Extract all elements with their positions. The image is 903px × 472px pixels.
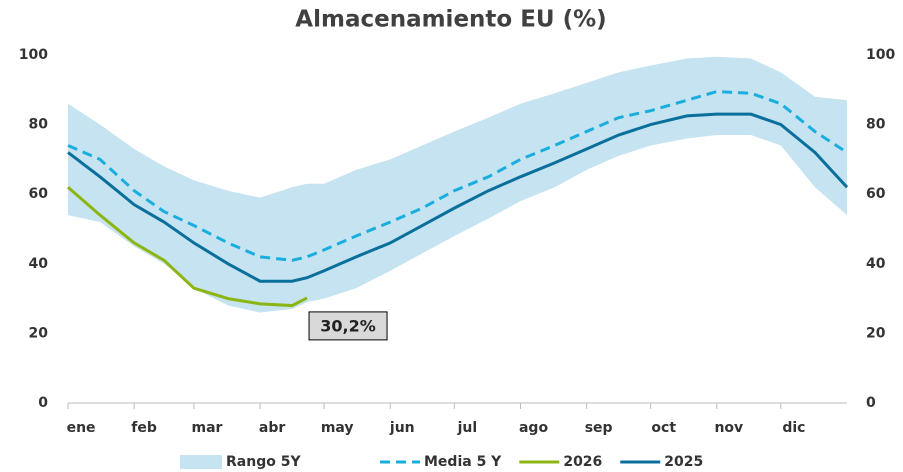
- x-tick-label: ago: [519, 420, 548, 436]
- series-line: [67, 90, 848, 262]
- legend-label: 2025: [664, 454, 703, 470]
- x-tick-label: nov: [714, 420, 743, 436]
- data-label: 30,2%: [320, 316, 376, 335]
- x-tick-label: dic: [782, 420, 805, 436]
- legend-label: Media 5 Y: [424, 454, 502, 470]
- x-tick-label: abr: [259, 420, 285, 436]
- y-tick-label: 0: [38, 395, 48, 411]
- y2-tick-label: 40: [866, 256, 886, 272]
- y2-tick-label: 80: [866, 117, 886, 133]
- data-label-box: [308, 311, 388, 341]
- x-tick-label: may: [321, 420, 354, 436]
- y2-tick-label: 100: [866, 47, 895, 63]
- x-tick-label: ene: [67, 420, 96, 436]
- y2-tick-label: 20: [866, 325, 886, 341]
- x-tick-label: sep: [585, 420, 613, 436]
- legend-label: 2026: [563, 454, 602, 470]
- y2-tick-label: 0: [866, 395, 876, 411]
- x-tick-label: jun: [389, 420, 415, 436]
- chart-title: Almacenamiento EU (%): [295, 7, 606, 33]
- y-tick-label: 100: [19, 47, 48, 63]
- x-tick-label: jul: [457, 420, 478, 436]
- y-tick-label: 40: [29, 256, 49, 272]
- series-line: [67, 186, 308, 308]
- legend-swatch: [180, 455, 222, 469]
- y-tick-label: 60: [29, 186, 49, 202]
- range-band: [68, 56, 847, 313]
- y-tick-label: 80: [29, 117, 49, 133]
- y-tick-label: 20: [29, 325, 49, 341]
- series-line: [67, 112, 849, 283]
- x-tick-label: mar: [192, 420, 223, 436]
- legend-label: Rango 5Y: [226, 454, 301, 470]
- x-tick-label: feb: [131, 420, 157, 436]
- x-tick-label: oct: [651, 420, 676, 436]
- y2-tick-label: 60: [866, 186, 886, 202]
